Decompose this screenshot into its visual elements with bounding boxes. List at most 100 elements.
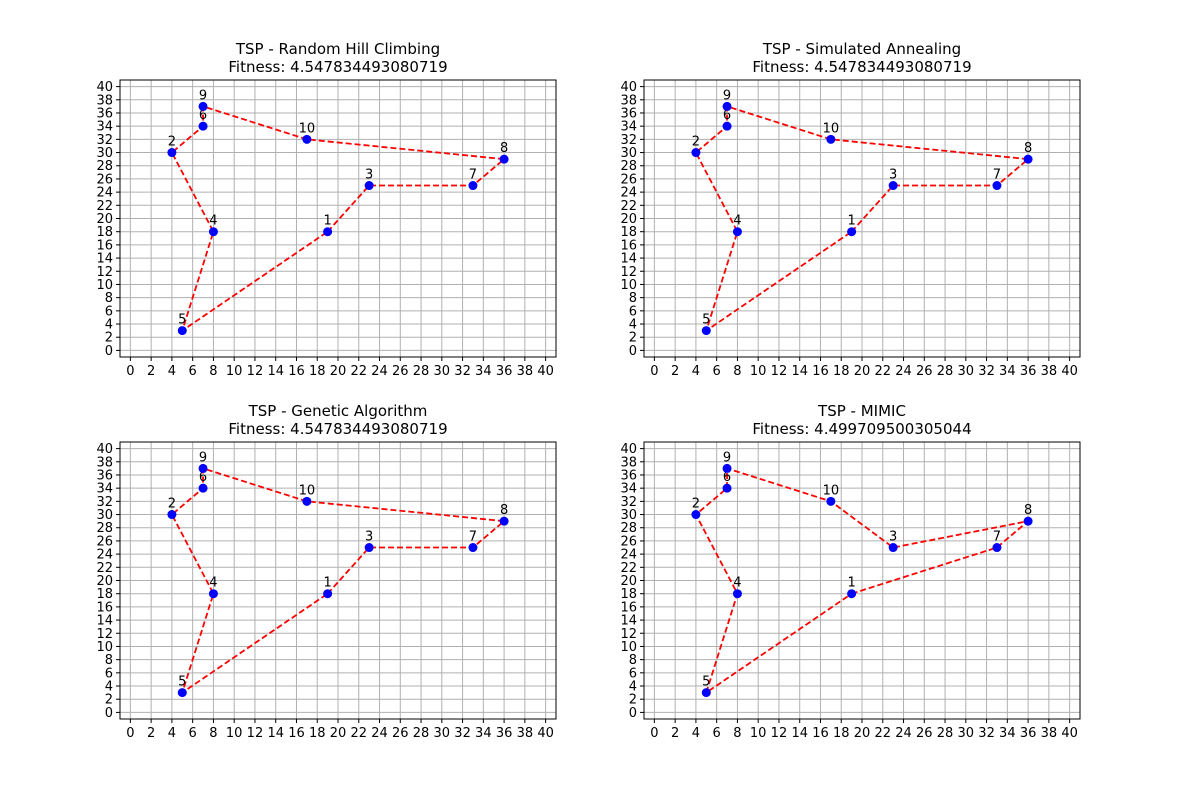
city-point-10: [826, 496, 836, 506]
x-tick-label: 16: [288, 726, 305, 741]
city-point-1: [847, 589, 857, 599]
y-tick-label: 38: [620, 455, 637, 470]
x-tick-label: 10: [750, 726, 767, 741]
y-tick-label: 6: [105, 666, 113, 681]
city-label-7: 7: [469, 530, 477, 545]
x-tick-label: 16: [288, 364, 305, 379]
city-point-4: [208, 227, 218, 237]
y-tick-label: 18: [620, 225, 637, 240]
city-point-5: [177, 326, 187, 336]
y-tick-label: 2: [105, 693, 113, 708]
city-label-6: 6: [199, 108, 207, 123]
y-tick-label: 24: [620, 548, 637, 563]
y-tick-label: 22: [96, 199, 113, 214]
x-tick-label: 36: [496, 726, 513, 741]
x-tick-label: 16: [812, 364, 829, 379]
x-tick-label: 6: [189, 726, 197, 741]
y-tick-label: 14: [620, 252, 637, 267]
x-tick-label: 4: [692, 364, 700, 379]
city-label-4: 4: [209, 576, 217, 591]
x-tick-label: 8: [209, 726, 217, 741]
y-tick-label: 4: [105, 318, 113, 333]
y-tick-label: 26: [620, 172, 637, 187]
x-tick-label: 24: [371, 364, 388, 379]
x-tick-label: 8: [733, 726, 741, 741]
x-tick-label: 20: [854, 364, 871, 379]
city-point-5: [701, 688, 711, 698]
y-tick-label: 16: [620, 238, 637, 253]
y-tick-label: 28: [96, 521, 113, 536]
x-tick-label: 18: [309, 726, 326, 741]
city-point-8: [499, 516, 509, 526]
city-point-9: [198, 463, 208, 473]
y-tick-label: 24: [620, 186, 637, 201]
y-tick-label: 36: [96, 468, 113, 483]
city-point-2: [167, 510, 177, 520]
city-label-3: 3: [365, 168, 373, 183]
city-point-10: [302, 134, 312, 144]
y-tick-label: 22: [96, 561, 113, 576]
y-tick-label: 34: [620, 482, 637, 497]
city-point-2: [167, 148, 177, 158]
city-label-2: 2: [692, 497, 700, 512]
x-tick-label: 34: [475, 726, 492, 741]
x-tick-label: 30: [434, 364, 451, 379]
city-label-4: 4: [733, 576, 741, 591]
x-tick-label: 2: [147, 364, 155, 379]
x-tick-label: 30: [434, 726, 451, 741]
x-tick-label: 20: [330, 364, 347, 379]
chart-title: TSP - Genetic Algorithm: [248, 402, 428, 420]
x-tick-label: 4: [692, 726, 700, 741]
city-point-6: [198, 483, 208, 493]
city-point-7: [468, 543, 478, 553]
x-tick-label: 22: [350, 726, 367, 741]
y-tick-label: 22: [620, 561, 637, 576]
x-tick-label: 6: [713, 726, 721, 741]
y-tick-label: 40: [620, 442, 637, 457]
city-label-8: 8: [1024, 503, 1032, 518]
x-tick-label: 14: [267, 726, 284, 741]
y-tick-label: 0: [629, 706, 637, 721]
y-tick-label: 4: [629, 680, 637, 695]
city-point-7: [992, 543, 1002, 553]
y-tick-label: 40: [96, 80, 113, 95]
city-label-8: 8: [500, 503, 508, 518]
city-point-4: [208, 589, 218, 599]
y-tick-label: 30: [620, 146, 637, 161]
y-tick-label: 12: [620, 265, 637, 280]
x-tick-label: 10: [750, 364, 767, 379]
y-tick-label: 2: [629, 331, 637, 346]
x-tick-label: 24: [371, 726, 388, 741]
x-tick-label: 18: [833, 364, 850, 379]
city-point-9: [722, 463, 732, 473]
city-label-3: 3: [889, 168, 897, 183]
x-tick-label: 26: [392, 364, 409, 379]
x-tick-label: 10: [226, 726, 243, 741]
chart-title: TSP - MIMIC: [817, 402, 906, 420]
city-label-10: 10: [823, 483, 840, 498]
x-tick-label: 26: [916, 726, 933, 741]
x-tick-label: 40: [537, 726, 554, 741]
city-label-7: 7: [993, 168, 1001, 183]
y-tick-label: 10: [620, 640, 637, 655]
city-label-1: 1: [847, 214, 855, 229]
x-tick-label: 28: [937, 726, 954, 741]
y-tick-label: 8: [105, 291, 113, 306]
y-tick-label: 10: [96, 278, 113, 293]
x-tick-label: 32: [454, 364, 471, 379]
city-point-9: [722, 101, 732, 111]
y-tick-label: 38: [620, 93, 637, 108]
y-tick-label: 2: [629, 693, 637, 708]
city-label-1: 1: [323, 214, 331, 229]
city-point-10: [302, 496, 312, 506]
city-point-9: [198, 101, 208, 111]
y-tick-label: 8: [629, 653, 637, 668]
city-label-5: 5: [702, 313, 710, 328]
y-tick-label: 0: [629, 344, 637, 359]
y-tick-label: 26: [96, 172, 113, 187]
y-tick-label: 20: [96, 574, 113, 589]
city-point-6: [198, 121, 208, 131]
